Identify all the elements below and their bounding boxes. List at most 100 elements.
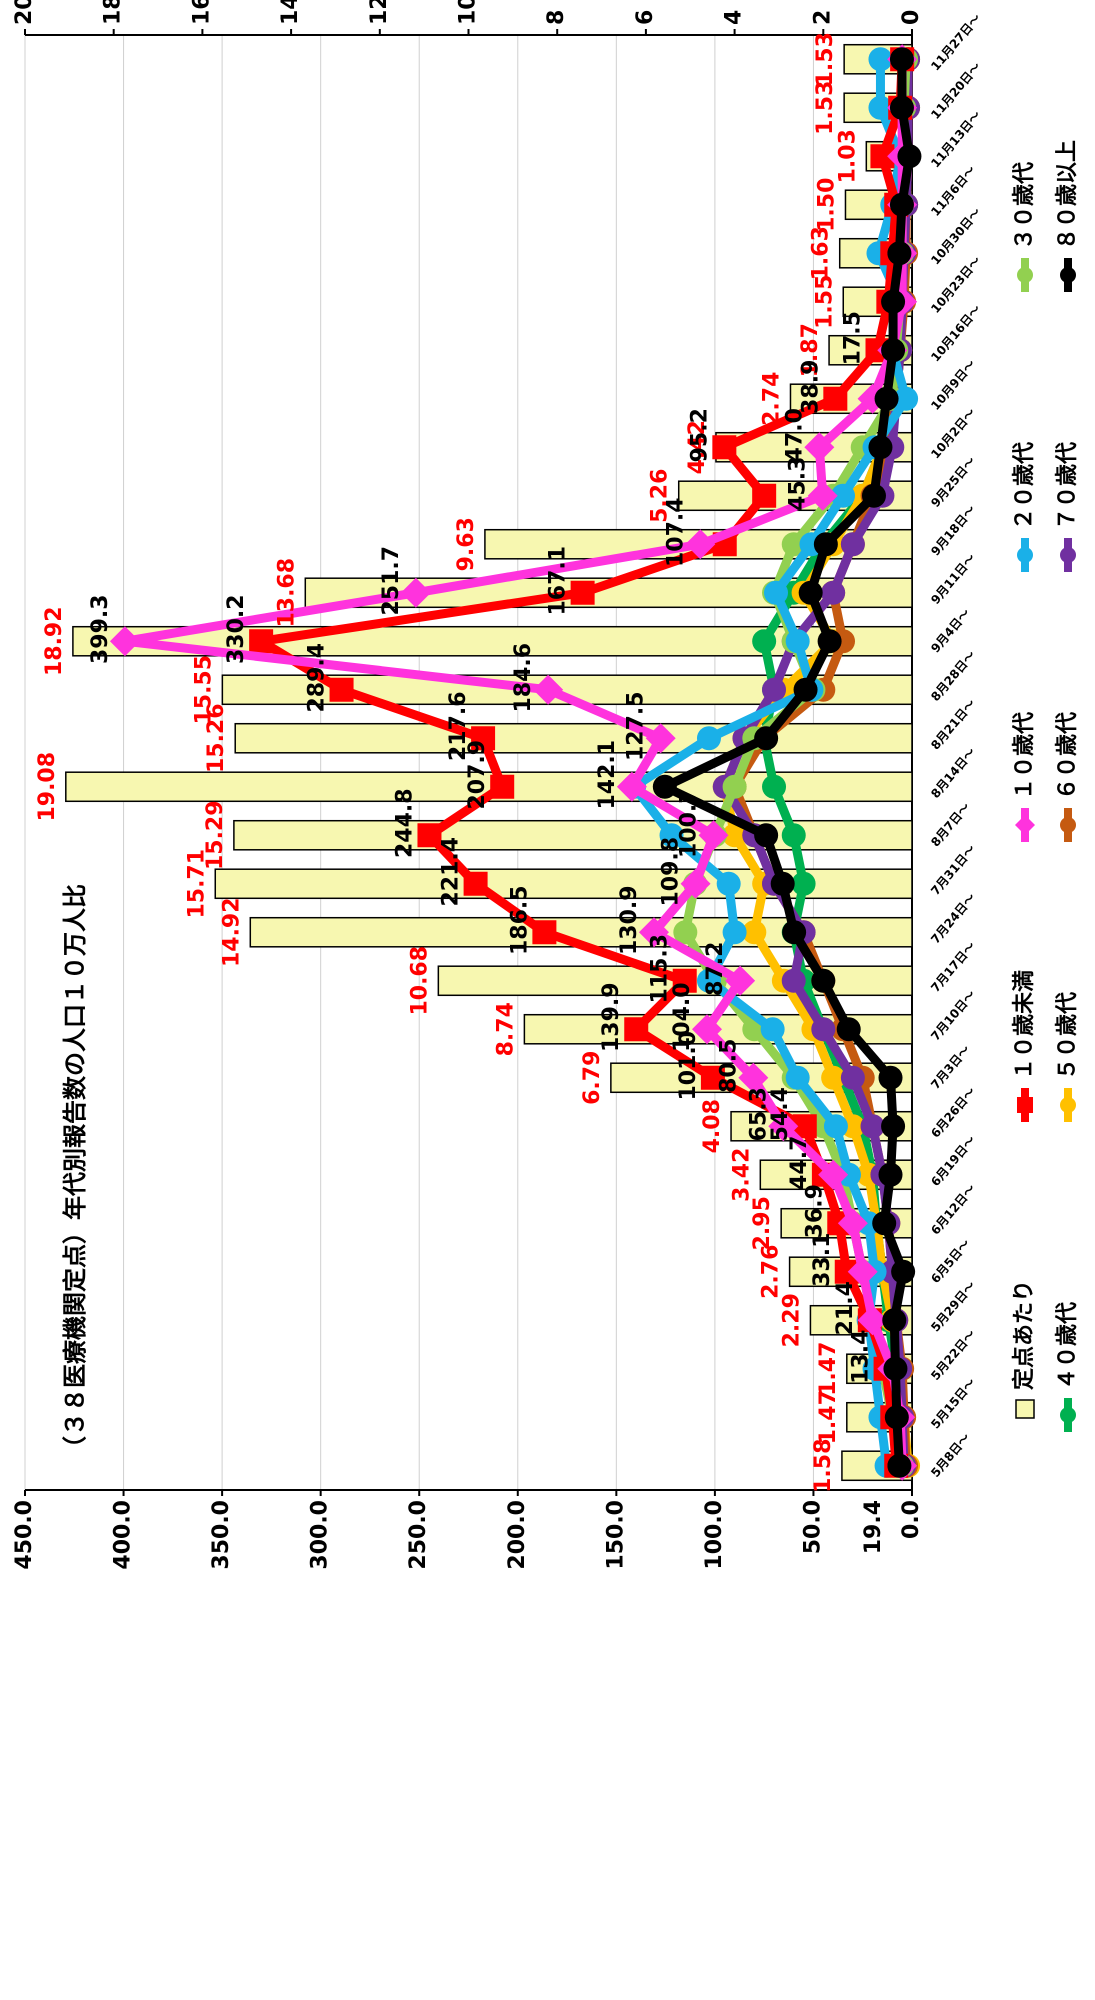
- marker: [881, 338, 906, 363]
- marker: [616, 771, 647, 802]
- marker: [860, 1114, 885, 1139]
- data-label: 2.76: [759, 1245, 784, 1299]
- marker: [696, 968, 721, 993]
- marker: [811, 1017, 836, 1042]
- marker: [836, 1162, 861, 1187]
- x-tick-label: 10月2日～: [928, 406, 978, 462]
- data-label: 4.42: [685, 420, 710, 474]
- data-label: 289.4: [305, 643, 330, 713]
- marker: [329, 677, 354, 702]
- marker: [685, 529, 716, 560]
- x-tick-label: 7月24日～: [928, 891, 978, 947]
- x-tick-label: 7月3日～: [928, 1043, 973, 1092]
- marker: [490, 774, 515, 799]
- legend-label: ３０歳代: [1012, 162, 1037, 250]
- x-tick-label: 6月12日～: [928, 1182, 978, 1238]
- data-label: 19.08: [35, 752, 60, 822]
- data-label: 330.2: [224, 594, 249, 664]
- x-tick-label: 10月9日～: [928, 357, 978, 413]
- marker: [792, 1114, 817, 1139]
- marker: [624, 1017, 649, 1042]
- marker: [109, 626, 140, 657]
- data-label: 13.68: [274, 558, 299, 628]
- data-label: 6.79: [580, 1051, 605, 1105]
- y-tick-label: 450.0: [12, 1500, 37, 1570]
- y-tick-label: 350.0: [209, 1500, 234, 1570]
- data-label: 251.7: [379, 546, 404, 616]
- legend-label: ６０歳代: [1055, 712, 1080, 800]
- legend-label: ８０歳以上: [1055, 140, 1080, 250]
- data-label: 36.9: [802, 1184, 827, 1238]
- legend-label: ７０歳代: [1055, 442, 1080, 530]
- data-label: 54.4: [768, 1087, 793, 1141]
- data-label: 38.9: [798, 360, 823, 414]
- marker: [742, 920, 767, 945]
- data-label: 1.87: [798, 323, 823, 377]
- legend-marker: [1060, 1097, 1076, 1113]
- x-tick-label: 7月17日～: [928, 939, 978, 995]
- data-label: 104.0: [670, 982, 695, 1052]
- data-label: 80.5: [716, 1039, 741, 1093]
- data-label: 1.53: [813, 32, 838, 86]
- marker: [878, 1162, 903, 1187]
- marker: [840, 532, 865, 557]
- data-label: 15.55: [191, 655, 216, 725]
- marker: [813, 532, 838, 557]
- marker: [763, 580, 788, 605]
- data-label: 47.0: [782, 408, 807, 462]
- x-tick-label: 7月31日～: [928, 842, 978, 898]
- data-label: 2.74: [759, 372, 784, 426]
- y-tick-label: 200.0: [505, 1500, 530, 1570]
- marker: [768, 1111, 799, 1142]
- marker: [760, 1017, 785, 1042]
- marker: [762, 774, 787, 799]
- data-label: 1.53: [813, 81, 838, 135]
- marker: [857, 383, 888, 414]
- marker: [754, 823, 779, 848]
- data-label: 14.92: [219, 897, 244, 967]
- data-label: 101.0: [676, 1031, 701, 1101]
- legend-label: ４０歳代: [1055, 1302, 1080, 1390]
- data-label: 2.95: [750, 1196, 775, 1250]
- x-tick-label: 6月5日～: [928, 1237, 973, 1286]
- marker: [868, 435, 893, 460]
- marker: [840, 1065, 865, 1090]
- marker: [881, 1114, 906, 1139]
- data-label: 184.6: [511, 643, 536, 713]
- y2-tick-label: 8: [544, 10, 569, 25]
- y2-tick-label: 20: [12, 0, 37, 25]
- data-label: 17.5: [841, 311, 866, 365]
- marker: [463, 871, 488, 896]
- bar: [234, 722, 913, 754]
- data-label: 21.4: [833, 1281, 858, 1335]
- y-tick-label: 0.0: [899, 1500, 924, 1539]
- data-label: 167.1: [546, 546, 571, 616]
- data-label: 130.9: [617, 885, 642, 955]
- marker: [754, 726, 779, 751]
- marker: [725, 965, 756, 996]
- marker: [831, 483, 856, 508]
- y-tick-label: 250.0: [406, 1500, 431, 1570]
- marker: [821, 1065, 846, 1090]
- data-label: 207.9: [465, 740, 490, 810]
- data-label: 1.55: [812, 275, 837, 329]
- marker: [785, 1065, 810, 1090]
- data-label: 107.4: [663, 497, 688, 567]
- marker: [889, 95, 914, 120]
- data-label: 1.03: [835, 129, 860, 183]
- data-label: 65.3: [746, 1087, 771, 1141]
- marker: [872, 1211, 897, 1236]
- marker: [400, 577, 431, 608]
- data-label: 217.6: [446, 691, 471, 761]
- marker: [680, 868, 711, 899]
- marker: [659, 823, 684, 848]
- marker: [798, 580, 823, 605]
- marker: [889, 47, 914, 72]
- marker: [807, 480, 838, 511]
- data-label: 1.47: [816, 1342, 841, 1396]
- legend-swatch: [1015, 1399, 1035, 1419]
- data-label: 221.4: [439, 837, 464, 907]
- marker: [818, 1159, 849, 1190]
- legend-label: ５０歳代: [1055, 992, 1080, 1080]
- y-tick-label: 300.0: [308, 1500, 333, 1570]
